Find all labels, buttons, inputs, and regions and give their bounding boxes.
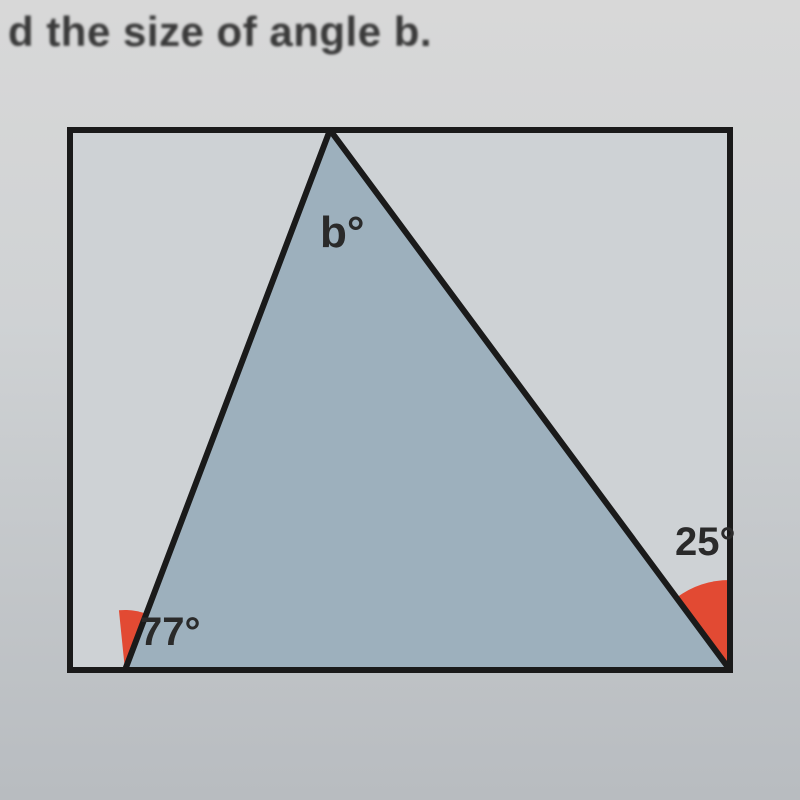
angle-25-label: 25° [675, 520, 736, 565]
geometry-diagram: b° 77° 25° [20, 100, 780, 790]
angle-77-label: 77° [140, 610, 201, 655]
angle-b-label: b° [320, 208, 364, 258]
question-text: d the size of angle b. [8, 8, 432, 56]
page: d the size of angle b. b° 77° 25° [0, 0, 800, 800]
diagram-svg [20, 100, 780, 790]
